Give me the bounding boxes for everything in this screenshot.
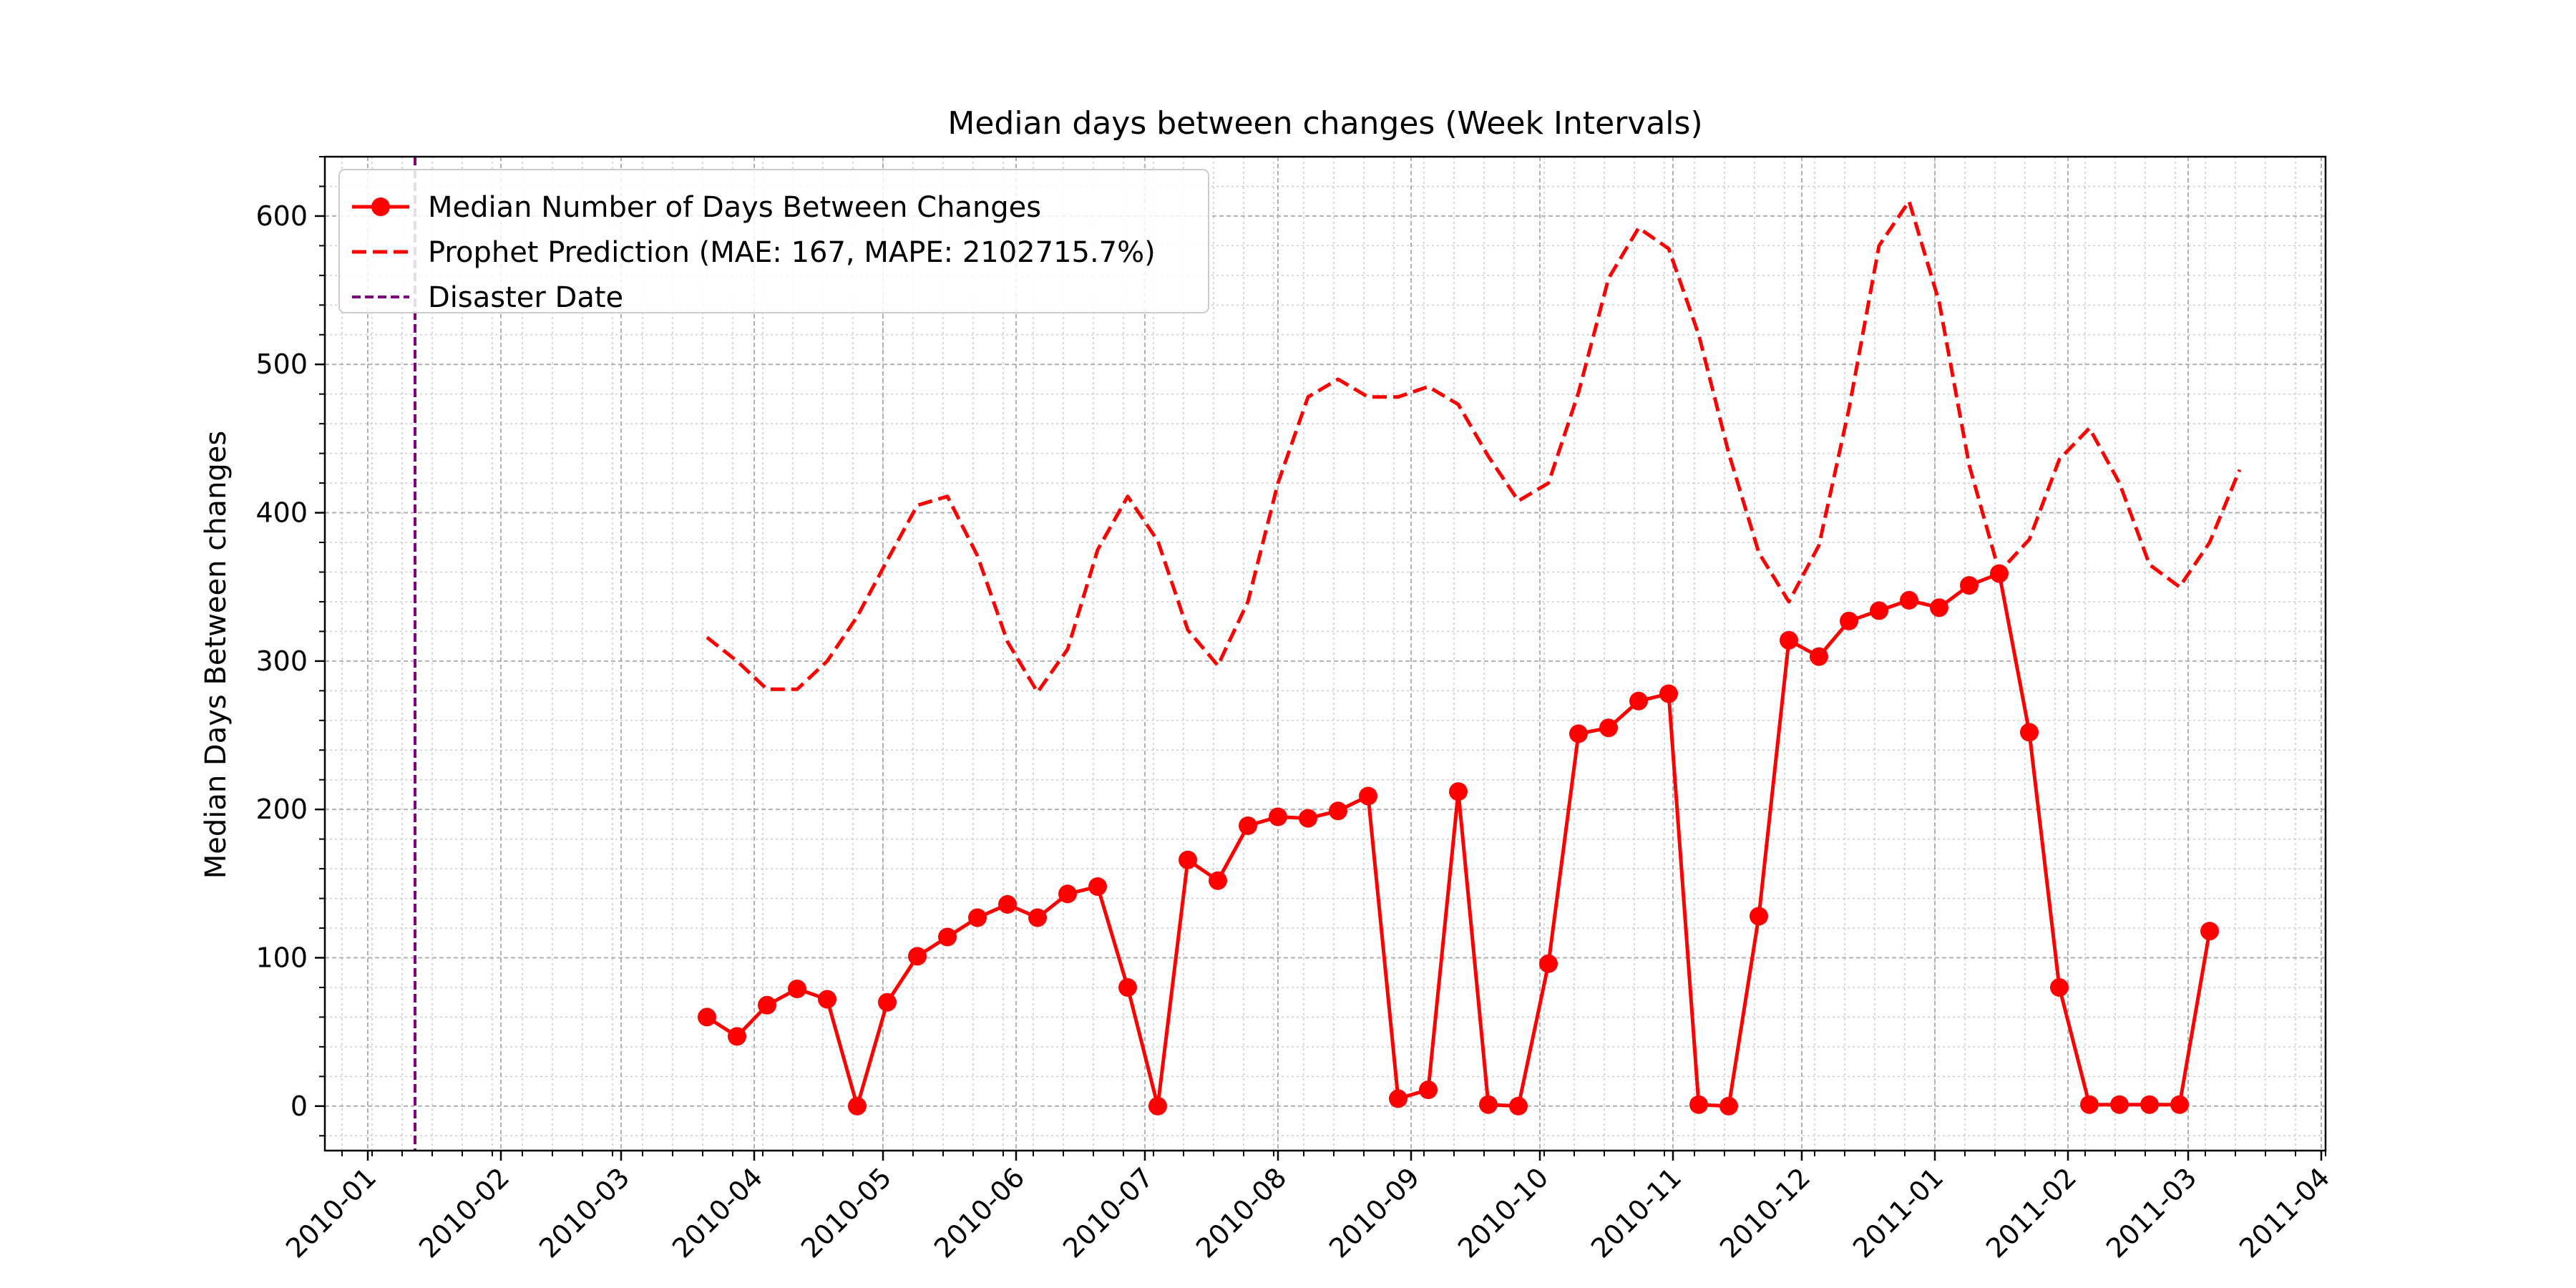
median-days-point [968,908,987,927]
median-days-point [2140,1095,2159,1114]
median-days-point [2020,723,2039,742]
plot-frame [323,155,2327,1152]
median-days-point [2080,1095,2099,1114]
x-tick-label: 2010-08 [1190,1161,1292,1264]
median-days-point [2200,922,2219,941]
grid-layer [325,156,2326,1151]
median-days-point [1659,684,1678,703]
legend-label: Prophet Prediction (MAE: 167, MAPE: 2102… [428,236,1156,269]
x-tick-label: 2010-10 [1452,1161,1554,1264]
median-days-point [1900,590,1918,610]
median-days-point [2170,1095,2189,1114]
median-days-point [1118,978,1137,997]
median-days-point [998,894,1017,914]
median-days-point [1179,850,1197,869]
legend-marker [371,197,390,216]
median-days-point [1449,782,1468,801]
median-days-point [788,980,806,998]
median-days-point [848,1096,867,1116]
y-tick-label: 500 [255,348,308,380]
x-tick-label: 2010-04 [666,1161,769,1264]
x-tick-label: 2010-09 [1323,1161,1425,1264]
y-axis-label: Median Days Between changes [200,431,233,879]
x-tick-label: 2011-04 [2233,1161,2336,1264]
median-days-point [1810,647,1828,666]
median-days-point [1269,807,1287,826]
x-tick-label: 2010-07 [1057,1161,1159,1264]
median-days-point [1719,1096,1738,1116]
plot-data [414,157,2242,1151]
median-days-point [1479,1095,1498,1114]
x-tick-label: 2010-05 [795,1161,897,1264]
x-tick-label: 2010-11 [1585,1161,1687,1264]
median-days-point [1148,1096,1167,1116]
median-days-point [1840,611,1858,630]
median-days-point [1539,954,1558,973]
median-days-point [908,947,927,966]
x-tick-label: 2011-01 [1847,1161,1949,1264]
median-days-line [706,572,2212,1108]
y-tick-label: 100 [255,942,308,973]
legend: Median Number of Days Between Changes Pro… [338,169,1209,314]
legend-box [338,169,1209,313]
median-days-point [1088,877,1107,896]
median-days-point [878,992,897,1012]
prophet-prediction-line [706,199,2242,694]
x-tick-label: 2010-02 [413,1161,515,1264]
median-days-point [938,927,957,947]
legend-label: Disaster Date [428,281,623,314]
median-days-point [1629,691,1648,711]
median-days-point [758,995,776,1015]
x-tick-label: 2010-12 [1714,1161,1816,1264]
median-days-point [818,990,836,1009]
median-days-point [1389,1089,1407,1108]
median-days-point [728,1027,746,1046]
median-days-point [1689,1095,1708,1114]
median-days-point [1329,801,1347,821]
median-days-point [1509,1096,1528,1116]
median-days-point [1750,907,1768,926]
median-days-point [1569,724,1588,743]
chart-title: Median days between changes (Week Interv… [947,105,1702,142]
x-tick-label: 2011-02 [1980,1161,2082,1264]
median-days-point [2050,978,2069,997]
median-days-point [2110,1095,2129,1114]
x-tick-label: 2010-03 [533,1161,635,1264]
median-days-point [1028,908,1047,927]
y-tick-label: 300 [255,645,308,677]
median-days-point [1930,598,1948,618]
y-tick-label: 200 [255,794,308,825]
median-days-point [1359,786,1377,806]
y-tick-label: 0 [291,1091,308,1122]
median-days-point [1599,718,1618,738]
median-days-point [1990,564,2009,583]
y-tick-label: 400 [255,497,308,529]
median-days-point [1960,576,1979,595]
median-days-point [1239,816,1257,835]
median-days-point [1870,601,1888,620]
x-tick-label: 2011-03 [2100,1161,2202,1264]
legend-label: Median Number of Days Between Changes [428,191,1041,224]
x-tick-label: 2010-01 [280,1161,382,1264]
median-days-point [698,1008,716,1027]
median-days-point [1419,1080,1438,1099]
x-tick-label: 2010-06 [928,1161,1030,1264]
y-tick-label: 600 [255,200,308,232]
median-days-point [1299,809,1317,828]
median-days-point [1058,884,1077,904]
median-days-point [1209,871,1227,890]
median-days-point [1780,630,1798,650]
